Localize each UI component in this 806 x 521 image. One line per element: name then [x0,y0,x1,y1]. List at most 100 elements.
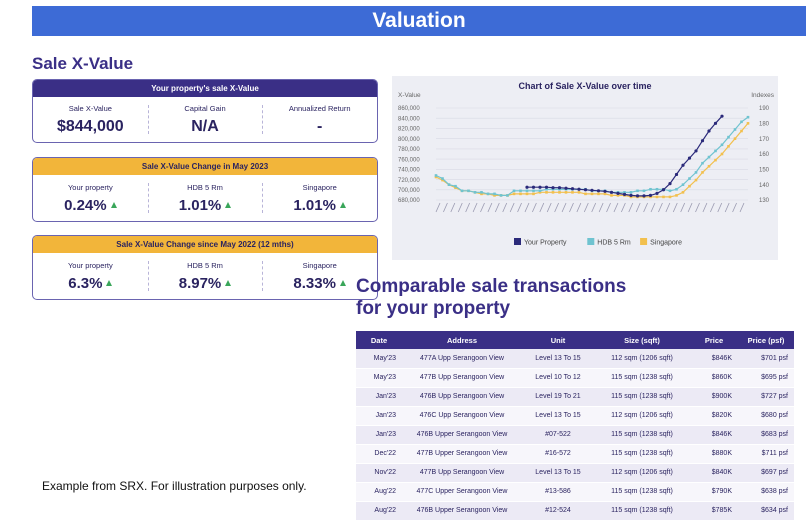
x-tick-label [591,202,597,213]
series-point [668,195,672,199]
cell-label: Annualized Return [288,103,351,113]
series-point [525,189,529,193]
cell-price: $846K [690,425,738,445]
series-point [609,190,614,194]
series-point [519,192,522,196]
series-point [551,191,555,194]
cell-price: $900K [690,387,738,407]
x-tick-label [480,202,485,213]
cell-price-psf: $680 psf [738,406,794,426]
cell-value: 6.3% [33,275,148,292]
series-point [493,192,496,196]
series-point [687,156,692,160]
cell-value: 1.01% [148,197,263,214]
series-point [746,122,750,125]
series-point [662,195,665,199]
value-text: 0.24% [64,196,107,214]
cell-date: Aug'22 [356,482,402,502]
cell-label: Capital Gain [184,103,226,113]
y-tick-label: 720,000 [398,178,420,184]
column-header-date: Date [356,331,402,349]
x-tick-label [658,202,663,213]
cell-address: 477C Upper Serangoon View [402,482,522,502]
x-tick-label [628,202,634,213]
cell-date: May'23 [356,349,402,369]
series-point [584,192,587,196]
y2-tick-label: 160 [759,152,770,158]
series-point [727,145,730,148]
series-point [583,188,588,192]
series-point [590,188,594,192]
cell-unit: Level 13 To 15 [522,463,594,483]
trend-up-icon [225,279,232,286]
cell-unit: Level 19 To 21 [522,387,594,407]
column-header-address: Address [402,331,522,349]
series-point [655,187,659,191]
x-tick-label [517,202,522,213]
y-tick-label: 680,000 [398,198,420,204]
series-point [538,189,542,193]
cell-price: $790K [690,482,738,502]
series-point [675,194,678,197]
your-property-cell: Your property 6.3% [33,253,148,299]
series-line-hdb [435,116,749,197]
series-point [525,185,529,189]
x-tick-label [532,202,537,213]
y-tick-label: 760,000 [398,157,420,163]
y-tick-label: 700,000 [398,188,420,194]
cell-price-psf: $697 psf [738,463,794,483]
cell-value: - [317,117,323,135]
cell-address: 476B Upper Serangoon View [402,425,522,445]
y2-axis-label: Indexes [751,92,775,99]
series-point [577,191,581,194]
table-row: May'23 477A Upp Serangoon View Level 13 To… [356,349,794,369]
x-tick-label [465,202,471,213]
cell-price: $820K [690,406,738,426]
series-point [564,186,568,190]
x-tick-label [606,202,611,213]
capital-gain-cell: Capital Gain N/A [147,97,263,142]
series-point [701,171,704,174]
series-point [707,164,711,168]
legend-swatch [640,238,648,245]
cell-label: Your property [67,260,113,270]
change-year-card: Sale X-Value Change since May 2022 (12 m… [32,235,378,300]
section-title-sale-x-value: Sale X-Value [32,54,134,73]
y2-tick-label: 190 [759,106,770,112]
series-point [655,195,659,199]
cell-date: Jan'23 [356,406,402,426]
x-tick-label [665,202,671,213]
cell-value: 0.24% [33,197,148,214]
series-point [694,178,698,182]
cell-unit: #12-524 [522,501,594,521]
x-tick-label [702,202,708,213]
x-tick-label [539,202,545,213]
series-point [746,115,750,119]
series-point [538,185,542,189]
singapore-cell: Singapore 1.01% [262,175,377,221]
trend-up-icon [225,201,232,208]
y2-tick-label: 150 [759,168,770,174]
cell-size: 115 sqm (1238 sqft) [594,425,690,445]
series-point [460,189,464,193]
x-tick-label [739,202,745,213]
series-point [486,192,490,196]
x-tick-label [487,202,493,213]
comparables-title: Comparable sale transactions for your pr… [356,276,626,320]
y2-tick-label: 140 [759,183,770,189]
y-tick-label: 740,000 [398,168,420,174]
series-point [441,177,444,180]
series-point [577,187,581,191]
legend-entry: HDB 5 Rm [597,240,631,247]
trend-up-icon [110,201,117,208]
series-point [545,191,548,194]
series-point [655,191,659,195]
cell-size: 115 sqm (1238 sqft) [594,368,690,388]
series-point [454,186,457,190]
y-tick-label: 860,000 [398,106,420,112]
cell-date: Nov'22 [356,463,402,483]
cell-address: 476B Upp Serangoon View [402,387,522,407]
cell-address: 477B Upp Serangoon View [402,463,522,483]
trend-up-icon [339,201,346,208]
table-row: Nov'22 477B Upp Serangoon View Level 13 To… [356,463,794,483]
